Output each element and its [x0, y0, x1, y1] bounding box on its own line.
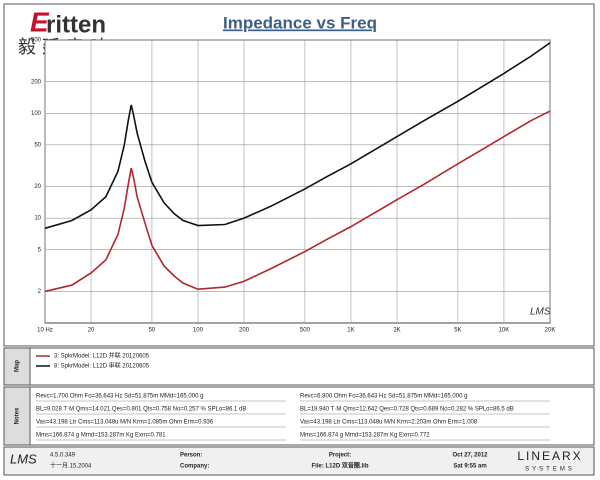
- plot-area: [44, 39, 551, 324]
- notes-label: Notes: [15, 407, 21, 424]
- footer-date: Oct 27, 2012: [452, 453, 488, 459]
- legend-label: 3: SpkrModel: L12D 并联 20120605: [54, 352, 150, 360]
- x-tick-label: 10 Hz: [37, 328, 53, 334]
- y-tick-label: 200: [31, 79, 42, 85]
- footer-vendor-sub: SYSTEMS: [525, 467, 575, 473]
- footer-company: Company:: [180, 464, 209, 470]
- note-line: BL=18.940 T·M Qms=12.642 Qes=0.728 Qts=0…: [300, 407, 514, 413]
- note-line: Revc=6.800 Ohm Fo=36.643 Hz Sd=51.875m M…: [300, 394, 467, 400]
- y-tick-label: 500: [31, 38, 42, 44]
- y-tick-label: 10: [34, 216, 41, 222]
- note-line: Mms=166.874 g Mmd=153.287m Kg Exm=0.781: [36, 433, 166, 439]
- footer-build-date: 十一月.15.2004: [50, 462, 92, 470]
- footer-time: Sat 9:55 am: [453, 464, 486, 470]
- legend-label: 8: SpkrModel: L12D 串联 20120605: [54, 362, 150, 370]
- x-tick-label: 5K: [454, 328, 461, 334]
- watermark: LMS: [530, 307, 551, 318]
- y-tick-label: 20: [34, 184, 41, 190]
- y-tick-label: 5: [38, 247, 42, 253]
- note-line: Mms=166.874 g Mmd=153.287m Kg Exm=0.772: [300, 433, 430, 439]
- footer-version: 4.5.0.349: [50, 453, 76, 459]
- y-tick-label: 2: [38, 289, 42, 295]
- x-tick-label: 20K: [545, 328, 556, 334]
- logo-e: E: [30, 6, 50, 37]
- footer-person: Person:: [180, 453, 202, 459]
- x-tick-label: 1K: [347, 328, 354, 334]
- footer: [3, 446, 595, 476]
- impedance-line: [44, 42, 551, 230]
- x-tick-label: 100: [193, 328, 204, 334]
- map-panel: [3, 347, 595, 386]
- x-tick-label: 200: [239, 328, 250, 334]
- footer-app: LMS: [10, 451, 37, 466]
- footer-project: Project:: [329, 453, 351, 459]
- chart-title: Impedance vs Freq: [223, 13, 377, 32]
- note-line: Vas=43.198 Ltr Cms=113.048u M/N Krm=2.20…: [300, 420, 478, 426]
- impedance-line: [44, 110, 551, 293]
- logo: ritten: [46, 11, 106, 38]
- footer-vendor: LINEARX: [517, 449, 582, 463]
- footer-file: File: L12D 双音圈.lib: [311, 462, 368, 470]
- map-tab: [3, 347, 31, 386]
- y-tick-label: 50: [34, 142, 41, 148]
- x-tick-label: 50: [149, 328, 156, 334]
- note-line: BL=9.028 T·M Qms=14.021 Qes=0.801 Qts=0.…: [36, 407, 246, 413]
- y-tick-label: 100: [31, 111, 42, 117]
- notes-panel: [3, 386, 595, 446]
- note-line: Revc=1.700 Ohm Fo=36.643 Hz Sd=51.875m M…: [36, 394, 203, 400]
- x-tick-label: 2K: [393, 328, 400, 334]
- notes-tab: [3, 386, 31, 446]
- x-tick-label: 500: [300, 328, 311, 334]
- x-tick-label: 10K: [499, 328, 510, 334]
- note-line: Vas=43.198 Ltr Cms=113.048u M/N Krm=1.08…: [36, 420, 214, 426]
- map-label: Map: [15, 360, 21, 372]
- x-tick-label: 20: [88, 328, 95, 334]
